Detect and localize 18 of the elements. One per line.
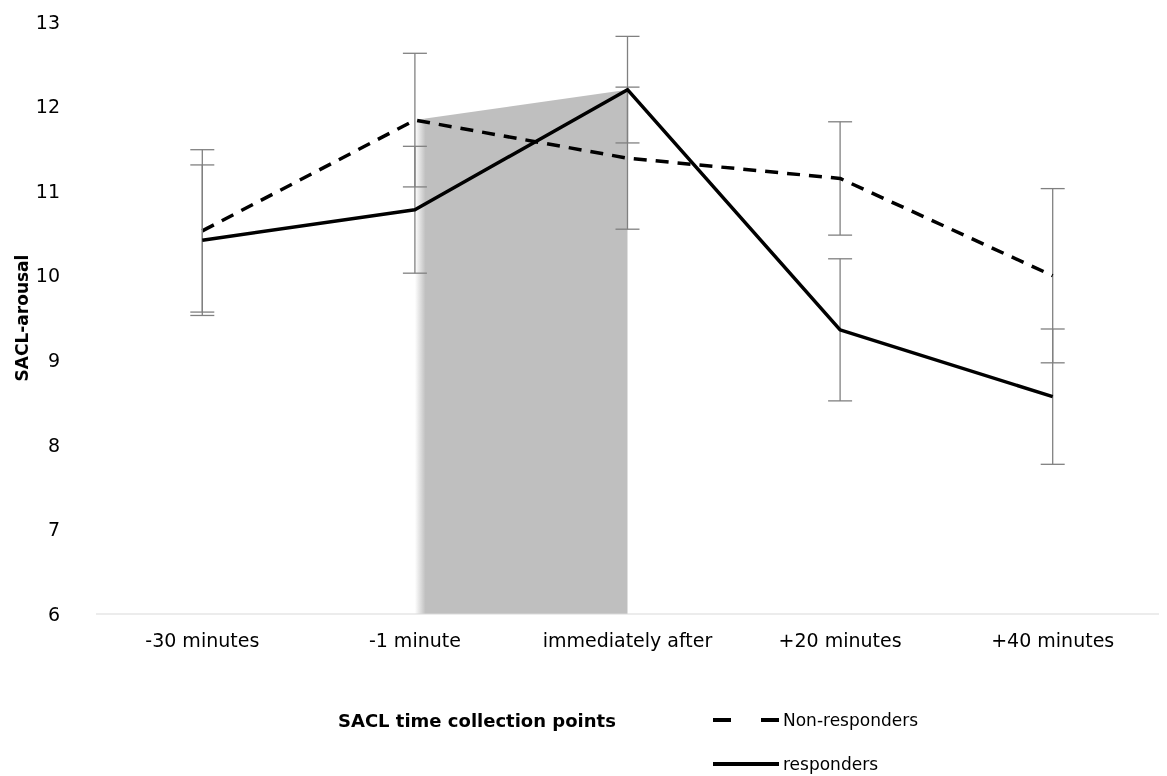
y-tick-label: 11 (35, 179, 60, 202)
y-tick-label: 13 (35, 10, 60, 33)
legend-label: responders (783, 754, 878, 774)
x-tick-label: -1 minute (368, 629, 461, 652)
y-tick-label: 10 (35, 264, 60, 287)
legend-label: Non-responders (783, 710, 919, 730)
line-series (200, 87, 1055, 399)
x-tick-label: immediately after (542, 629, 713, 652)
x-axis-title: SACL time collection points (338, 710, 616, 731)
y-tick-label: 8 (47, 433, 60, 456)
x-tick-label: +40 minutes (991, 629, 1115, 652)
x-tick-label: +20 minutes (778, 629, 902, 652)
y-tick-label: 9 (47, 349, 60, 372)
x-tick-label: -30 minutes (145, 629, 260, 652)
y-tick-label: 12 (35, 95, 60, 118)
y-tick-label: 6 (47, 602, 60, 625)
y-axis-title: SACL-arousal (12, 254, 33, 382)
y-tick-label: 7 (47, 518, 60, 541)
